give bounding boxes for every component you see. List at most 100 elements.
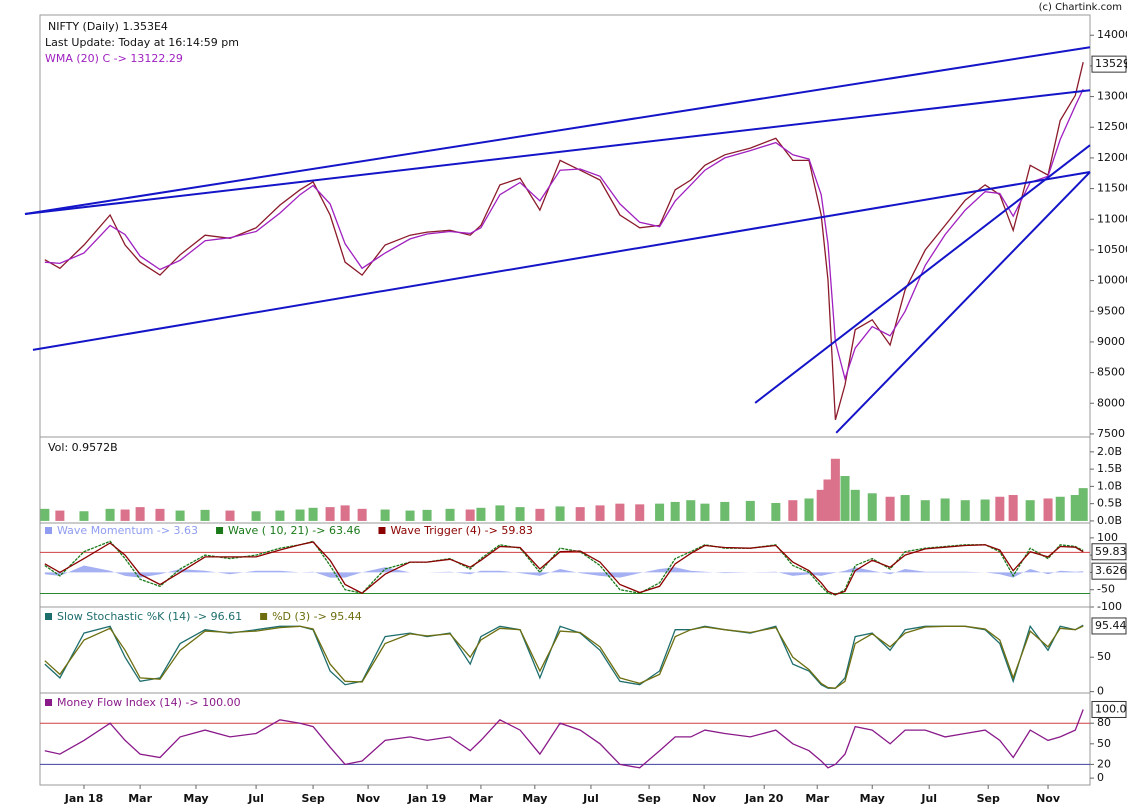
volume-bar [340, 505, 350, 521]
momentum-area [44, 565, 1084, 578]
y-tick-label: 50 [1097, 650, 1111, 663]
legend-label: Wave Trigger (4) -> 59.83 [390, 524, 532, 537]
series-line [44, 62, 1084, 420]
volume-bar [1043, 498, 1053, 521]
volume-bar [55, 510, 65, 521]
x-tick-label: May [860, 792, 885, 805]
volume-bar [823, 479, 833, 521]
volume-bar [200, 509, 210, 521]
plot [40, 458, 1088, 521]
volume-bar [135, 507, 145, 521]
volume-bar [515, 507, 525, 521]
y-tick-label: -100 [1097, 600, 1122, 613]
volume-bar [1008, 495, 1018, 521]
y-tick-label: 2.0B [1097, 445, 1122, 458]
plot [40, 709, 1090, 769]
x-tick-label: May [183, 792, 208, 805]
volume-bar [885, 496, 895, 521]
volume-bar [995, 496, 1005, 521]
chart-title: NIFTY (Daily) 1.353E4 [48, 20, 168, 33]
y-tick-label: 10000 [1097, 274, 1127, 287]
volume-bar [745, 500, 755, 521]
value-tag: 59.83 [1095, 545, 1127, 558]
volume-bar [635, 504, 645, 521]
volume-bar [120, 509, 130, 521]
volume-bar [804, 498, 814, 521]
volume-bar [295, 509, 305, 521]
y-tick-label: 10500 [1097, 243, 1127, 256]
value-tag-box [1091, 543, 1127, 561]
legend-label: %D (3) -> 95.44 [272, 610, 362, 623]
volume-bar [900, 495, 910, 521]
legend-swatch [260, 613, 268, 620]
x-tick-label: Jan 19 [407, 792, 446, 805]
legend-label: Wave ( 10, 21) -> 63.46 [228, 524, 360, 537]
y-tick-label: 100 [1097, 531, 1118, 544]
volume-bar [1078, 488, 1088, 521]
volume-bar [405, 510, 415, 521]
series-line [44, 625, 1084, 689]
x-tick-label: Jul [247, 792, 264, 805]
y-tick-label: 9500 [1097, 304, 1125, 317]
volume-bar [225, 510, 235, 521]
y-tick-label: 0 [1097, 685, 1104, 698]
x-tick-label: Mar [469, 792, 493, 805]
volume-bar [535, 508, 545, 521]
volume-bar [840, 476, 850, 521]
legend-swatch [216, 527, 224, 534]
legend-label: Slow Stochastic %K (14) -> 96.61 [57, 610, 242, 623]
x-tick-label: Nov [356, 792, 381, 805]
volume-bar [830, 458, 840, 521]
volume-bar [816, 489, 826, 521]
y-tick-label: 7500 [1097, 427, 1125, 440]
y-tick-label: 14000 [1097, 28, 1127, 41]
legend-swatch [45, 527, 52, 534]
volume-bar [1055, 496, 1065, 521]
value-tag: 3.626 [1095, 564, 1127, 577]
volume-bar [980, 499, 990, 521]
volume-bar [1070, 495, 1080, 521]
series-line [44, 540, 1084, 596]
x-tick-label: Nov [692, 792, 717, 805]
x-tick-label: Jul [920, 792, 937, 805]
trendline [754, 144, 1091, 404]
volume-bar [275, 510, 285, 521]
volume-bar [476, 507, 486, 521]
chart-subtitle: Last Update: Today at 16:14:59 pm [45, 36, 239, 49]
x-tick-label: Sep [637, 792, 660, 805]
value-tag: 13529 [1095, 57, 1127, 70]
value-tag: 100.0 [1095, 702, 1127, 715]
trendline [835, 171, 1091, 434]
y-tick-label: 1.5B [1097, 462, 1122, 475]
volume-bar [686, 500, 696, 521]
series-line [44, 709, 1084, 769]
volume-bar [940, 498, 950, 521]
volume-bar [920, 500, 930, 521]
panel-frame [39, 14, 1091, 438]
volume-bar [155, 508, 165, 521]
volume-bar [380, 509, 390, 521]
panel-frame [39, 692, 1091, 786]
volume-bar [720, 501, 730, 521]
series-line [44, 88, 1084, 381]
y-tick-label: 11500 [1097, 182, 1127, 195]
volume-bar [700, 503, 710, 521]
x-tick-label: Sep [977, 792, 1000, 805]
series-line [44, 541, 1084, 596]
volume-bar [79, 511, 89, 521]
volume-bar [555, 506, 565, 521]
y-tick-label: 12500 [1097, 120, 1127, 133]
volume-bar [308, 507, 318, 521]
volume-bar [357, 508, 367, 521]
y-tick-label: 11000 [1097, 212, 1127, 225]
volume-bar [105, 508, 115, 521]
volume-bar [575, 507, 585, 521]
y-tick-label: 80 [1097, 716, 1111, 729]
volume-bar [465, 509, 475, 521]
plot [44, 624, 1084, 689]
x-tick-label: Jan 18 [64, 792, 103, 805]
volume-bar [595, 505, 605, 521]
source-note: (c) Chartink.com [1039, 2, 1122, 13]
value-tag-box [1091, 617, 1127, 635]
